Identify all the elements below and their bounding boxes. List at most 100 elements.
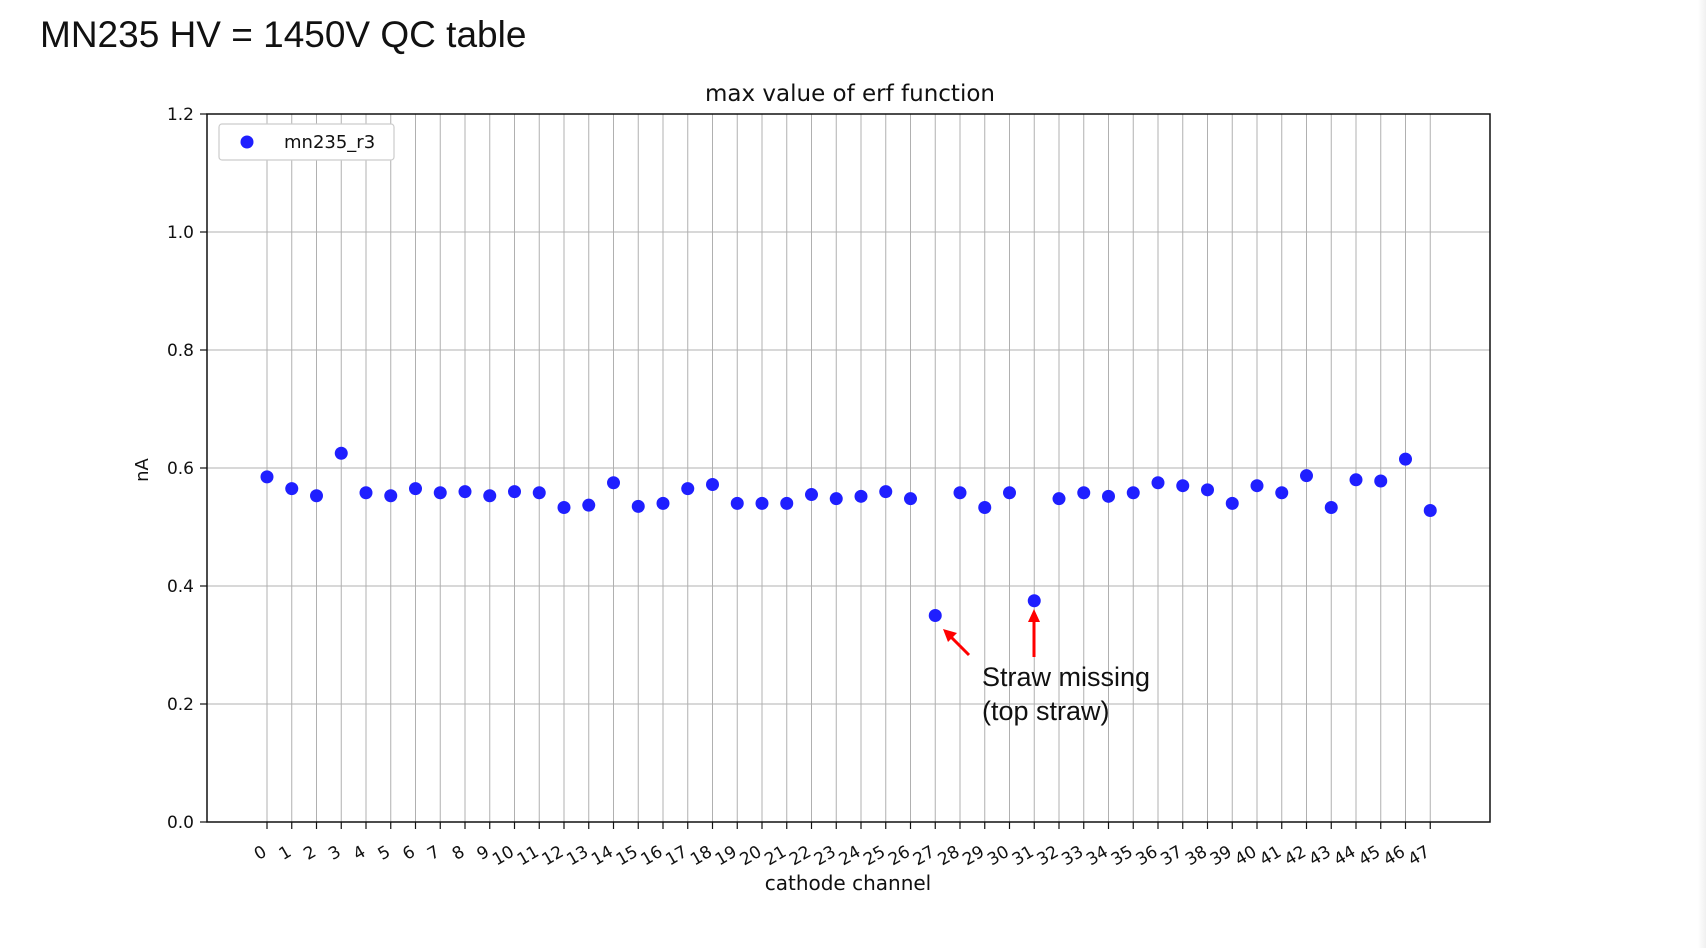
data-point (1077, 486, 1091, 500)
x-tick-label: 17 (662, 842, 691, 870)
x-tick-label: 19 (712, 842, 741, 870)
data-point (656, 496, 670, 510)
x-tick-label: 7 (424, 842, 443, 865)
data-point (1250, 479, 1264, 493)
chart-title: max value of erf function (705, 81, 995, 107)
data-point (1176, 479, 1190, 493)
x-tick-label: 39 (1207, 842, 1236, 870)
x-tick-label: 47 (1405, 842, 1434, 870)
x-tick-label: 32 (1034, 842, 1063, 870)
data-point (433, 486, 447, 500)
x-tick-label: 16 (638, 842, 667, 870)
legend-label: mn235_r3 (284, 132, 375, 153)
data-point (384, 489, 398, 503)
annotation-line-2: (top straw) (982, 696, 1110, 726)
data-point (706, 478, 719, 492)
data-point (483, 489, 497, 503)
data-point (458, 485, 472, 499)
x-tick-label: 4 (350, 842, 369, 865)
x-tick-label: 28 (935, 842, 964, 870)
x-tick-label: 3 (325, 842, 344, 865)
data-point (805, 488, 818, 502)
x-tick-label: 25 (860, 842, 889, 870)
data-point (1399, 452, 1412, 466)
arrow-head-channel-27 (943, 629, 957, 642)
data-point (508, 485, 521, 499)
data-point (829, 492, 843, 506)
x-tick-label: 21 (761, 842, 790, 870)
data-point (1374, 474, 1388, 488)
legend-marker (240, 135, 254, 149)
x-tick-label: 11 (514, 842, 543, 870)
x-tick-label: 36 (1133, 842, 1162, 870)
x-tick-label: 20 (737, 842, 766, 870)
x-tick-label: 45 (1355, 842, 1384, 870)
x-tick-label: 10 (489, 842, 518, 870)
data-point (1003, 486, 1016, 500)
x-tick-label: 14 (588, 842, 617, 870)
x-tick-label: 43 (1306, 842, 1335, 870)
y-tick-label: 0.2 (167, 695, 194, 715)
x-tick-label: 0 (251, 842, 270, 865)
x-tick-label: 26 (885, 842, 914, 870)
x-tick-label: 23 (811, 842, 840, 870)
data-point (854, 489, 868, 503)
data-point (1201, 483, 1214, 497)
x-tick-label: 33 (1058, 842, 1087, 870)
data-point (879, 485, 893, 499)
page-edge-shadow (1698, 0, 1706, 948)
data-point (631, 499, 645, 513)
y-axis-label: nA (132, 457, 153, 481)
data-point (1126, 486, 1140, 500)
data-point (359, 486, 373, 500)
data-point (1275, 486, 1289, 500)
data-point (607, 476, 620, 490)
x-tick-label: 27 (910, 842, 939, 870)
data-point (681, 482, 695, 496)
data-point (928, 609, 942, 622)
x-tick-label: 37 (1157, 842, 1186, 870)
data-point (285, 482, 299, 496)
data-point (532, 486, 546, 500)
grid-lines (207, 113, 1490, 823)
data-point (582, 498, 596, 512)
annotation-arrows (943, 609, 1040, 657)
data-point (1300, 469, 1313, 483)
data-point (1225, 496, 1239, 510)
x-tick-label: 41 (1256, 842, 1285, 870)
legend: mn235_r3 (218, 123, 395, 161)
x-tick-label: 15 (613, 842, 642, 870)
data-point (334, 446, 348, 460)
x-tick-label: 35 (1108, 842, 1137, 870)
data-points (260, 446, 1437, 622)
data-point (730, 496, 744, 510)
x-tick-label: 31 (1009, 842, 1038, 870)
data-point (1423, 503, 1437, 517)
x-tick-label: 6 (399, 842, 418, 865)
y-tick-label: 0.0 (167, 813, 194, 833)
x-tick-label: 22 (786, 842, 815, 870)
y-axis: 0.0 0.2 0.4 0.6 0.8 1.0 1.2 (167, 105, 207, 833)
x-axis-label: cathode channel (765, 871, 932, 895)
arrow-channel-27 (948, 634, 971, 657)
data-point (978, 501, 992, 515)
x-tick-label: 12 (539, 842, 568, 870)
legend-box (218, 123, 395, 161)
x-tick-label: 5 (375, 842, 394, 865)
data-point (409, 482, 422, 496)
x-tick-label: 44 (1331, 842, 1360, 870)
x-tick-label: 18 (687, 842, 716, 870)
x-tick-label: 8 (449, 842, 468, 865)
x-tick-label: 40 (1232, 842, 1261, 870)
y-tick-label: 0.6 (167, 459, 194, 479)
x-tick-label: 24 (836, 842, 865, 870)
x-tick-label: 13 (563, 842, 592, 870)
slide-title: MN235 HV = 1450V QC table (40, 14, 527, 55)
arrow-head-channel-31 (1028, 609, 1040, 622)
x-tick-label: 34 (1083, 842, 1112, 870)
x-tick-label: 46 (1380, 842, 1409, 870)
data-point (755, 496, 769, 510)
data-point (780, 496, 794, 510)
data-point (1102, 489, 1115, 503)
